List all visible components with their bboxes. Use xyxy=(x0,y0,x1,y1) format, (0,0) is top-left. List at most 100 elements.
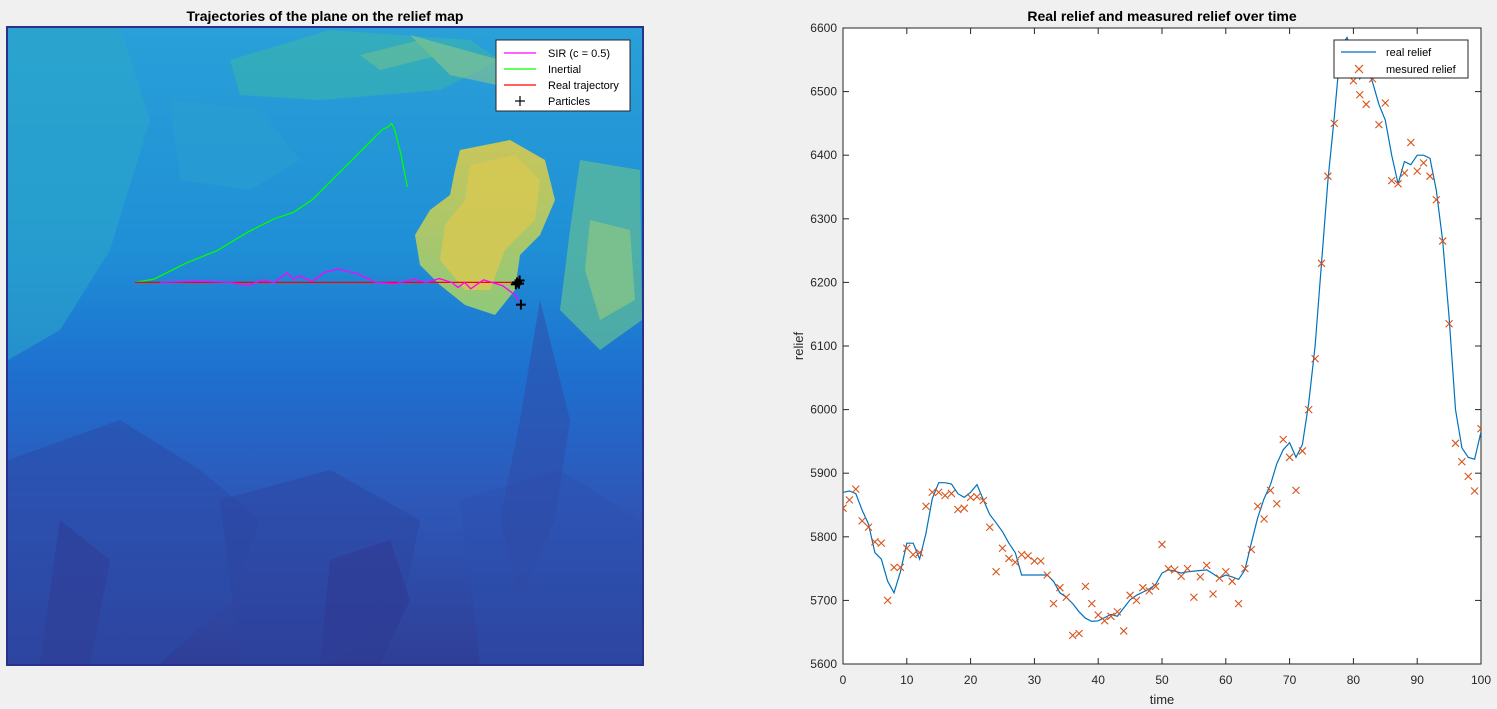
measured-relief-point xyxy=(896,563,905,572)
y-tick-label: 6300 xyxy=(810,212,837,226)
map-title: Trajectories of the plane on the relief … xyxy=(187,8,464,24)
measured-relief-point xyxy=(1292,486,1300,495)
plot-area xyxy=(842,27,1482,665)
legend-inertial-label: Inertial xyxy=(548,64,581,76)
measured-relief-point xyxy=(1081,582,1090,591)
measured-relief-point xyxy=(1209,590,1217,598)
measured-relief-point xyxy=(1406,138,1415,147)
x-axis-label: time xyxy=(1150,692,1175,707)
measured-relief-point xyxy=(1043,571,1052,579)
measured-relief-point xyxy=(1228,577,1237,586)
y-tick-label: 6600 xyxy=(810,21,837,35)
measured-relief-point xyxy=(973,492,981,501)
y-tick-label: 6100 xyxy=(810,339,837,353)
y-tick-label: 6500 xyxy=(810,85,837,99)
measured-relief-point xyxy=(890,563,898,572)
measured-relief-point xyxy=(883,596,892,605)
measured-relief-point xyxy=(1075,629,1083,638)
measured-relief-point xyxy=(1362,100,1371,109)
measured-relief-point xyxy=(1138,583,1147,592)
legend-particles-label: Particles xyxy=(548,96,591,108)
measured-relief-point xyxy=(947,489,956,498)
line-chart-title: Real relief and measured relief over tim… xyxy=(1027,8,1296,24)
measured-relief-point xyxy=(953,505,962,514)
measured-relief-point xyxy=(941,491,949,500)
measured-relief-point xyxy=(998,544,1007,553)
measured-relief-point xyxy=(1285,453,1294,462)
measured-relief-point xyxy=(992,567,1001,576)
measured-relief-point xyxy=(1438,237,1447,245)
measured-relief-point xyxy=(1304,405,1313,414)
x-tick-label: 70 xyxy=(1283,673,1297,687)
x-tick-label: 50 xyxy=(1155,673,1169,687)
measured-relief-point xyxy=(1266,486,1275,495)
measured-relief-point xyxy=(915,548,924,557)
measured-relief-point xyxy=(1355,90,1364,99)
measured-relief-point xyxy=(1126,591,1134,600)
measured-relief-point xyxy=(877,539,886,548)
measured-relief-point xyxy=(985,523,994,532)
measured-relief-point xyxy=(1170,565,1179,574)
measured-relief-point xyxy=(1132,596,1141,605)
measured-relief-point xyxy=(1413,167,1422,175)
measured-relief-point xyxy=(1400,169,1409,177)
measured-relief-point xyxy=(1432,195,1441,204)
measured-relief-point xyxy=(845,496,854,504)
line-series-layer xyxy=(843,36,1481,640)
x-tick-label: 0 xyxy=(840,673,847,687)
y-tick-label: 5600 xyxy=(810,657,837,671)
x-tick-label: 20 xyxy=(964,673,978,687)
measured-relief-point xyxy=(1426,172,1434,181)
y-tick-label: 5800 xyxy=(810,530,837,544)
measured-relief-point xyxy=(1317,259,1326,268)
measured-relief-point xyxy=(851,485,860,493)
measured-relief-point xyxy=(1056,583,1064,592)
measured-relief-point xyxy=(1119,627,1128,635)
measured-relief-point xyxy=(864,523,873,532)
measured-relief-point xyxy=(909,550,918,559)
measured-relief-point xyxy=(966,493,975,502)
particle-marker xyxy=(515,299,526,310)
x-tick-label: 40 xyxy=(1092,673,1106,687)
trajectory-inertial xyxy=(134,122,409,284)
measured-relief-point xyxy=(902,544,911,553)
measured-relief-point xyxy=(1260,515,1268,523)
measured-relief-point xyxy=(960,504,969,513)
measured-relief-point xyxy=(1272,499,1281,508)
measured-relief-point xyxy=(1215,574,1224,583)
legend-sir-label: SIR (c = 0.5) xyxy=(548,48,610,60)
measured-relief-point xyxy=(1107,612,1115,621)
measured-relief-point xyxy=(1190,593,1198,602)
x-tick-label: 100 xyxy=(1471,673,1491,687)
x-tick-label: 10 xyxy=(900,673,914,687)
measured-relief-point xyxy=(1457,457,1466,466)
y-tick-label: 5900 xyxy=(810,466,837,480)
y-tick-label: 6200 xyxy=(810,275,837,289)
measured-relief-point xyxy=(1158,540,1166,549)
x-tick-label: 90 xyxy=(1411,673,1425,687)
measured-relief-point xyxy=(1183,564,1192,573)
measured-relief-point xyxy=(1011,558,1020,567)
measured-relief-point xyxy=(1470,487,1479,495)
legend-measured-relief-label: mesured relief xyxy=(1386,64,1457,76)
measured-relief-point xyxy=(1381,99,1390,107)
measured-relief-point xyxy=(1202,561,1211,570)
y-tick-label: 6000 xyxy=(810,403,837,417)
x-tick-label: 30 xyxy=(1028,673,1042,687)
measured-relief-point xyxy=(1311,354,1320,363)
measured-relief-point xyxy=(1113,607,1122,616)
relief-line-chart: Real relief and measured relief over tim… xyxy=(791,8,1491,707)
legend-measured-relief-swatch xyxy=(1354,64,1364,74)
measured-relief-point xyxy=(858,517,867,525)
measured-relief-point xyxy=(922,502,930,511)
measured-relief-point xyxy=(1451,439,1460,448)
measured-relief-point xyxy=(1330,119,1339,128)
relief-image xyxy=(8,28,642,664)
measured-relief-point xyxy=(1196,572,1205,581)
measured-relief-point xyxy=(1164,564,1173,573)
measured-relief-point xyxy=(1094,611,1103,619)
x-tick-label: 80 xyxy=(1347,673,1361,687)
measured-relief-point xyxy=(1323,172,1332,181)
map-legend: SIR (c = 0.5) Inertial Real trajectory P… xyxy=(495,39,631,112)
series-real-relief xyxy=(843,36,1481,623)
